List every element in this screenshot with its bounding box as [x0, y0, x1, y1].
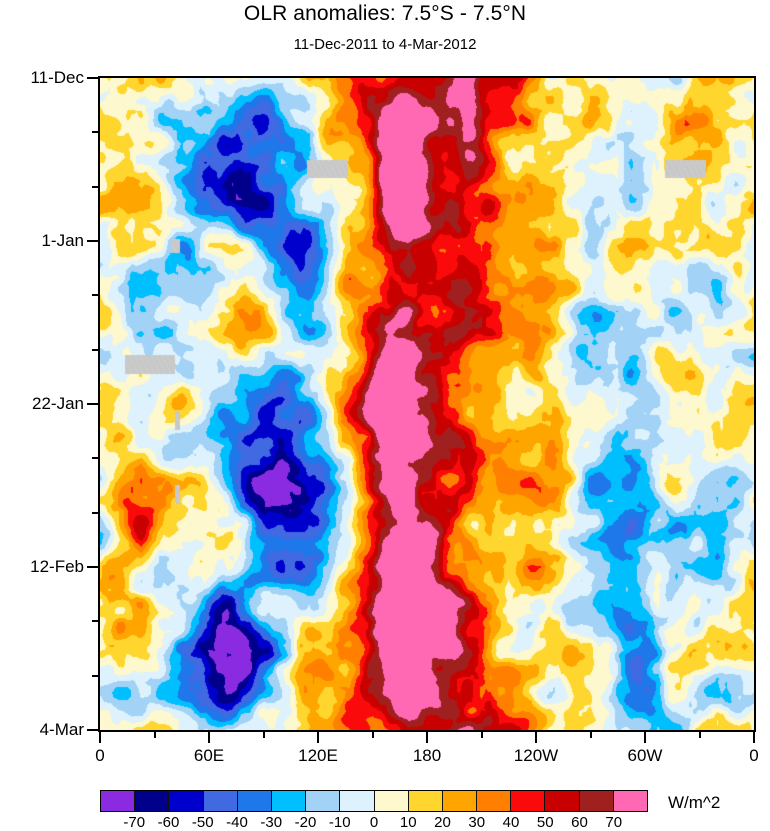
- y-axis-label: 11-Dec: [30, 68, 84, 87]
- x-axis-label: 180: [412, 746, 442, 765]
- y-tick-major: [87, 77, 100, 79]
- y-axis-label: 4-Mar: [39, 720, 84, 739]
- x-axis-label: 120E: [298, 746, 338, 765]
- y-tick-minor: [92, 457, 100, 460]
- colorbar-cell: [613, 791, 647, 811]
- colorbar-cell: [442, 791, 478, 811]
- colorbar-cell: [271, 791, 307, 811]
- y-tick-minor: [92, 674, 100, 677]
- colorbar-tick: 10: [399, 814, 417, 831]
- x-tick-major: [317, 730, 319, 743]
- colorbar-tick: 50: [536, 814, 554, 831]
- colorbar-cell: [545, 791, 580, 811]
- page-subtitle: 11-Dec-2011 to 4-Mar-2012: [293, 36, 477, 53]
- x-axis-label: 60W: [627, 746, 663, 765]
- colorbar-cell: [203, 791, 238, 811]
- colorbar-cell: [579, 791, 614, 811]
- y-tick-minor: [92, 620, 100, 623]
- y-tick-minor: [92, 131, 100, 134]
- colorbar-tick: -60: [157, 814, 180, 831]
- colorbar-cell: [408, 791, 443, 811]
- page-title: OLR anomalies: 7.5°S - 7.5°N: [243, 2, 527, 25]
- colorbar-cells: [100, 790, 648, 812]
- y-tick-minor: [92, 348, 100, 351]
- colorbar-cell: [374, 791, 409, 811]
- colorbar-tick: -20: [294, 814, 317, 831]
- x-axis-label: 0: [749, 746, 759, 765]
- colorbar-cell: [101, 791, 136, 811]
- colorbar: -70 -60 -50 -40 -30 -20 -10 0 10 20 30 40 50 60 70: [100, 790, 648, 831]
- x-tick-major: [99, 730, 101, 743]
- colorbar-cell: [169, 791, 204, 811]
- colorbar-cell: [511, 791, 546, 811]
- hovmoller-contour-field: [100, 78, 754, 730]
- y-axis-label: 12-Feb: [30, 557, 84, 576]
- colorbar-tick: -10: [328, 814, 351, 831]
- y-tick-major: [87, 403, 100, 405]
- colorbar-tick: 30: [468, 814, 486, 831]
- colorbar-tick: 0: [369, 814, 379, 831]
- x-tick-minor: [698, 730, 701, 738]
- colorbar-tick: -40: [226, 814, 248, 831]
- y-tick-minor: [92, 294, 100, 297]
- plot-area: 11-Dec 1-Jan 22-Jan 12-Feb 4-Mar 0 60E 120E 180…: [30, 68, 759, 765]
- y-axis-label: 1-Jan: [41, 231, 84, 250]
- y-tick-major: [87, 566, 100, 568]
- x-tick-major: [644, 730, 646, 743]
- colorbar-tick: 40: [502, 814, 520, 831]
- colorbar-tick: 70: [605, 814, 623, 831]
- x-tick-major: [753, 730, 755, 743]
- colorbar-cell: [306, 791, 341, 811]
- colorbar-cell: [477, 791, 512, 811]
- x-tick-minor: [480, 730, 483, 738]
- colorbar-tick: 60: [571, 814, 588, 831]
- y-tick-major: [87, 729, 100, 731]
- colorbar-tick: 20: [434, 814, 451, 831]
- x-axis-label: 60E: [193, 746, 225, 765]
- x-tick-major: [208, 730, 210, 743]
- colorbar-cell: [135, 791, 170, 811]
- colorbar-tick: -30: [260, 814, 283, 831]
- x-tick-minor: [153, 730, 156, 738]
- colorbar-tick: -50: [191, 814, 214, 831]
- y-tick-major: [87, 240, 100, 242]
- x-axis-label: 120W: [513, 746, 559, 765]
- x-tick-minor: [262, 730, 265, 738]
- x-tick-major: [426, 730, 428, 743]
- x-axis-label: 0: [95, 746, 105, 765]
- x-tick-major: [535, 730, 537, 743]
- y-tick-minor: [92, 185, 100, 188]
- y-axis-label: 22-Jan: [32, 394, 84, 413]
- colorbar-cell: [237, 791, 272, 811]
- colorbar-units-label: W/m^2: [668, 793, 721, 812]
- y-tick-minor: [92, 511, 100, 514]
- colorbar-cell: [340, 791, 375, 811]
- x-tick-minor: [371, 730, 374, 738]
- colorbar-tick: -70: [123, 814, 146, 831]
- x-tick-minor: [589, 730, 592, 738]
